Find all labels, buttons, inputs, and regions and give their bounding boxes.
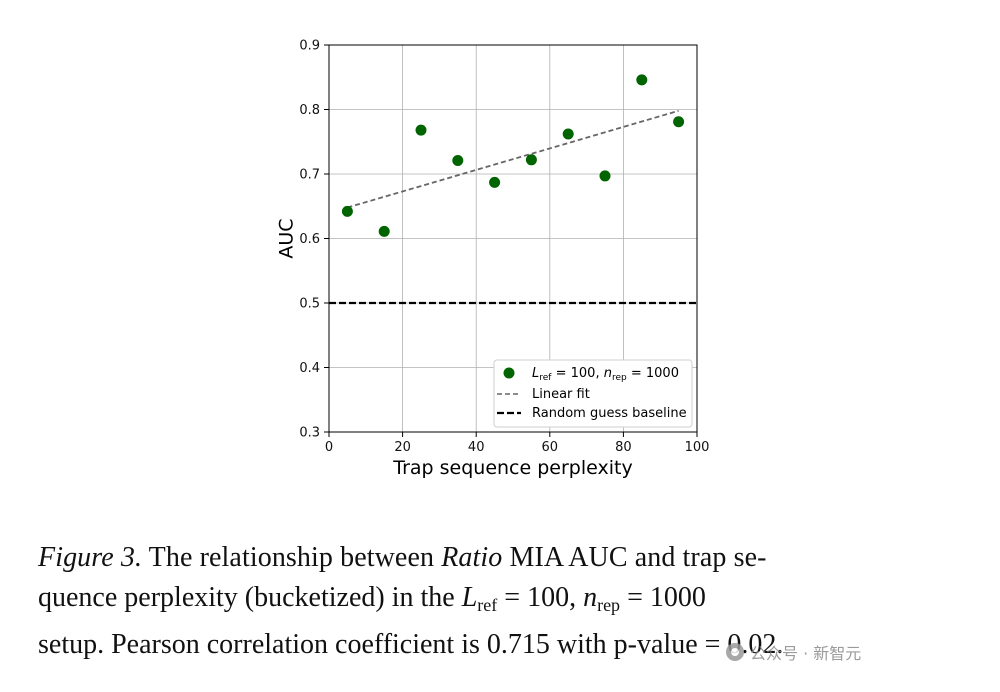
x-tick-label: 60 — [542, 440, 559, 455]
y-tick-label: 0.3 — [299, 426, 320, 441]
legend-box — [493, 359, 693, 428]
caption-text: quence perplexity (bucketized) in the — [38, 582, 462, 613]
caption-ratio: Ratio — [441, 542, 503, 573]
caption-line-2: quence perplexity (bucketized) in the Lr… — [38, 578, 968, 625]
scatter-point — [636, 74, 648, 86]
y-tick-label: 0.4 — [299, 361, 320, 376]
legend-fit-label: Linear fit — [532, 387, 590, 402]
y-tick-label: 0.8 — [299, 103, 320, 118]
y-tick-label: 0.9 — [299, 39, 320, 54]
caption-L-sub: ref — [477, 595, 498, 615]
caption-L: L — [461, 582, 478, 613]
scatter-point — [452, 154, 464, 166]
y-tick-label: 0.7 — [299, 168, 320, 183]
legend-baseline-label: Random guess baseline — [532, 406, 687, 421]
caption-line-1: Figure 3. The relationship between Ratio… — [38, 538, 968, 578]
x-tick-label: 0 — [325, 440, 333, 455]
scatter-point — [341, 205, 353, 217]
legend: Lref = 100, nrep = 1000 Linear fit Rando… — [493, 359, 693, 428]
caption-text: = 100, — [497, 582, 584, 613]
x-tick-label: 100 — [685, 440, 710, 455]
scatter-point — [562, 128, 574, 140]
x-tick-label: 80 — [615, 440, 632, 455]
watermark: 公众号 · 新智元 — [726, 640, 861, 664]
axis-ticks: 0 20 40 60 80 100 0.3 0.4 0.5 0.6 0.7 0.8 0.9 — [299, 39, 709, 456]
caption-figure-label: Figure 3. — [38, 542, 143, 573]
figure-caption: Figure 3. The relationship between Ratio… — [38, 538, 968, 665]
scatter-point — [673, 116, 685, 128]
y-tick-label: 0.5 — [299, 297, 320, 312]
scatter-point — [525, 154, 537, 166]
x-tick-label: 40 — [468, 440, 485, 455]
caption-text: = 1000 — [620, 582, 706, 613]
scatter-point — [599, 170, 611, 182]
legend-scatter-marker — [503, 367, 515, 379]
caption-line-3: setup. Pearson correlation coefficient i… — [38, 629, 784, 660]
scatter-point — [378, 225, 390, 237]
caption-n-sub: rep — [597, 595, 621, 615]
caption-n: n — [583, 582, 598, 613]
x-tick-label: 20 — [394, 440, 411, 455]
wechat-icon — [726, 643, 744, 661]
x-axis-label: Trap sequence perplexity — [392, 457, 632, 479]
scatter-point — [415, 124, 427, 136]
legend-scatter-label: Lref = 100, nrep = 1000 — [532, 366, 679, 383]
y-tick-label: 0.6 — [299, 232, 320, 247]
caption-text: The relationship between — [142, 542, 442, 573]
fit-layer — [347, 109, 679, 209]
linear-fit-line — [347, 109, 679, 209]
watermark-text: 公众号 · 新智元 — [750, 644, 862, 663]
scatter-points — [341, 74, 685, 237]
y-axis-label: AUC — [276, 218, 298, 258]
caption-text: MIA AUC and trap se- — [502, 542, 767, 573]
scatter-point — [489, 176, 501, 188]
